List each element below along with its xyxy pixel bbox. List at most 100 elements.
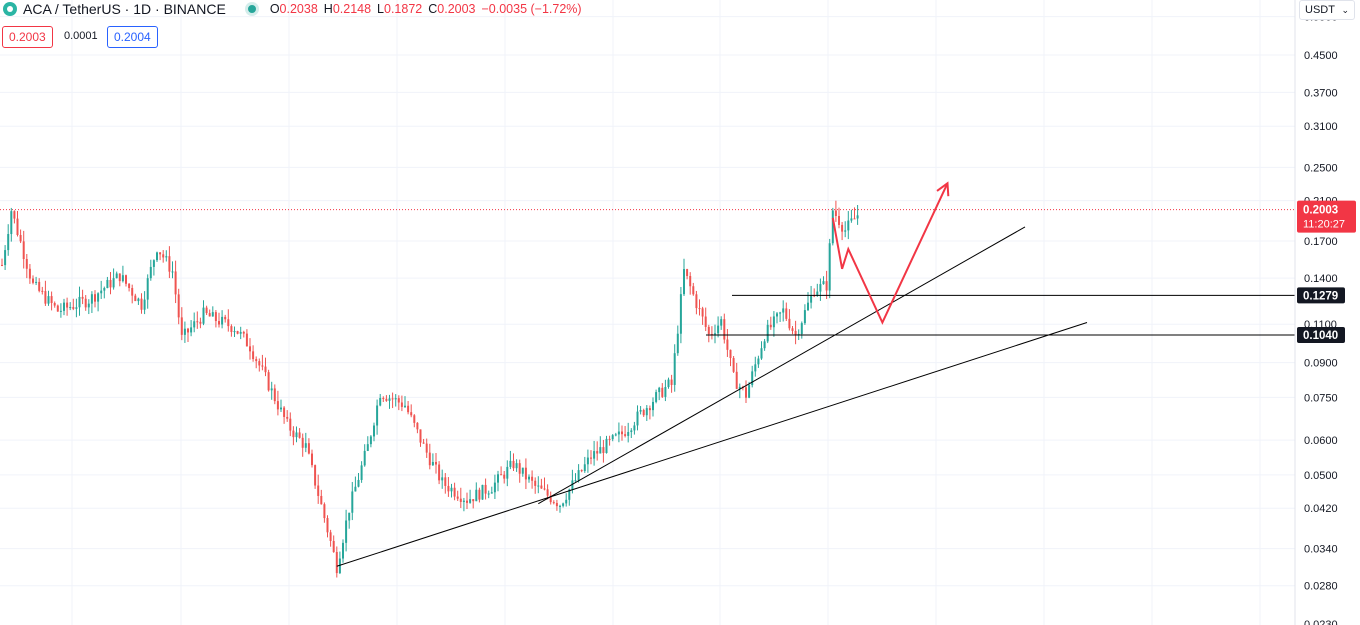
candle-body [125, 275, 127, 284]
candle-body [75, 307, 78, 309]
candle-body [834, 210, 837, 217]
candle-body [456, 496, 459, 499]
candle-body [397, 398, 400, 403]
candle-body [676, 333, 679, 354]
level-price-label: 0.1040 [1303, 330, 1338, 342]
ohlc-high: H0.2148 [323, 2, 372, 16]
candle-body [754, 364, 757, 372]
candle-body [698, 308, 701, 310]
candle-body [4, 250, 7, 266]
y-tick-label: 0.1700 [1304, 236, 1338, 248]
projection-arrowhead [936, 181, 950, 197]
candle-body [354, 486, 357, 492]
candle-body [475, 489, 478, 502]
candle-body [422, 442, 425, 444]
candle-body [652, 401, 654, 411]
candle-body [791, 328, 794, 331]
candle-body [134, 295, 137, 302]
candle-body [317, 485, 320, 496]
candle-body [63, 302, 65, 311]
sell-button[interactable]: 0.2003 [2, 26, 53, 48]
market-status-icon [247, 5, 256, 13]
candle-body [627, 432, 630, 436]
candle-body [487, 493, 490, 495]
candle-body [847, 220, 850, 231]
candle-body [106, 279, 109, 289]
candle-body [670, 379, 673, 385]
candle-body [438, 464, 441, 481]
candle-body [329, 532, 332, 541]
candle-body [599, 447, 602, 454]
candle-body [658, 387, 661, 393]
candle-body [571, 480, 574, 490]
buy-button[interactable]: 0.2004 [107, 26, 158, 48]
candle-body [208, 313, 211, 317]
candle-body [707, 326, 710, 335]
symbol-header: ACA / TetherUS · 1D · BINANCE O0.2038 H0… [0, 0, 588, 18]
y-tick-label: 0.3700 [1304, 87, 1338, 99]
y-tick-label: 0.0280 [1304, 581, 1338, 593]
level-price-tag [1297, 287, 1345, 304]
price-axis[interactable]: 0.0280 0.0340 0.0420 0.0500 0.0600 0.0750 0.09… [1294, 0, 1356, 625]
candle-body [72, 307, 75, 309]
candle-body [44, 291, 47, 304]
candle-body [261, 365, 264, 367]
candle-body [431, 461, 434, 466]
candle-body [78, 296, 81, 308]
candle-body [704, 316, 707, 327]
candle-body [41, 290, 44, 292]
candle-body [214, 312, 217, 322]
level-price-label: 0.1279 [1303, 290, 1338, 302]
candle-body [642, 410, 645, 416]
candle-body [648, 408, 651, 411]
candle-body [596, 451, 599, 454]
candle-body [335, 551, 338, 574]
candle-body [683, 269, 685, 295]
candle-body [16, 218, 19, 236]
candle-body [441, 477, 444, 481]
symbol-title[interactable]: ACA / TetherUS · 1D · BINANCE [23, 1, 226, 17]
candle-body [245, 333, 248, 347]
candle-body [326, 518, 329, 533]
candle-body [388, 398, 391, 401]
candle-body [655, 392, 658, 402]
candle-body [38, 281, 41, 291]
trend-line [336, 322, 1088, 567]
candle-body [828, 243, 831, 291]
candle-body [540, 485, 543, 489]
candle-body [221, 316, 224, 325]
candle-body [583, 464, 586, 472]
candle-body [543, 488, 546, 490]
candle-body [726, 339, 729, 350]
candle-body [66, 302, 69, 308]
spread-value: 0.0001 [64, 30, 98, 42]
candle-body [624, 434, 627, 436]
candle-body [218, 321, 220, 325]
currency-selector[interactable]: USDT ⌄ [1299, 0, 1355, 20]
candle-body [100, 290, 103, 294]
candle-body [295, 432, 298, 438]
candle-body [757, 358, 760, 365]
candle-body [283, 407, 286, 417]
candle-body [692, 286, 695, 295]
candle-body [298, 432, 301, 438]
candle-body [19, 235, 22, 242]
candle-body [363, 450, 366, 466]
candle-body [69, 307, 72, 309]
candle-body [531, 476, 534, 481]
candle-body [369, 436, 372, 445]
candle-body [165, 256, 168, 258]
candle-body [267, 372, 270, 391]
y-tick-label: 0.1400 [1304, 273, 1338, 285]
candle-body [686, 269, 689, 276]
candle-body [552, 502, 555, 504]
candle-body [760, 348, 763, 359]
candle-body [28, 268, 31, 279]
candle-body [53, 303, 56, 306]
candle-body [47, 296, 50, 304]
candle-body [472, 499, 475, 502]
candle-body [714, 333, 716, 335]
candle-body [537, 485, 540, 487]
candle-body [338, 558, 341, 574]
